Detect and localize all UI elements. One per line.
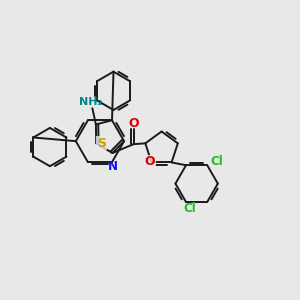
Text: O: O: [145, 155, 155, 168]
Text: Cl: Cl: [210, 155, 223, 168]
Text: S: S: [97, 137, 106, 150]
Text: Cl: Cl: [183, 202, 196, 215]
Text: NH₂: NH₂: [79, 97, 103, 107]
Text: O: O: [128, 117, 139, 130]
Text: N: N: [108, 160, 118, 173]
